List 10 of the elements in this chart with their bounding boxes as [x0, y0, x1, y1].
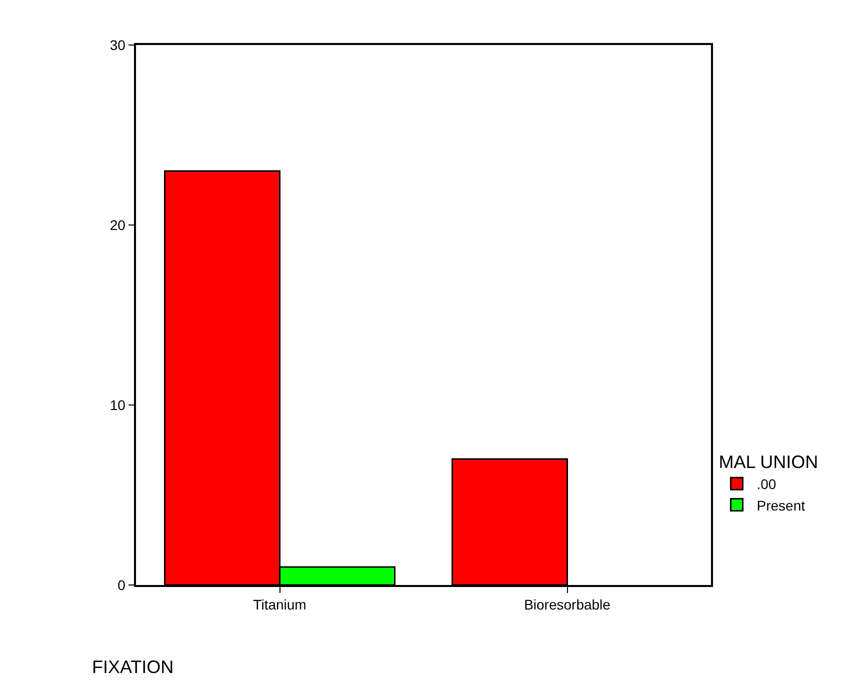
y-tick-label: 30	[110, 36, 126, 53]
legend-title: MAL UNION	[718, 452, 818, 472]
x-tick-label: Bioresorbable	[524, 596, 611, 613]
x-axis-title: FIXATION	[92, 657, 174, 677]
legend-label: .00	[756, 476, 776, 492]
y-tick-label: 0	[118, 576, 126, 593]
x-tick-label: Titanium	[253, 596, 306, 613]
legend-label: Present	[756, 497, 806, 514]
y-tick-label: 20	[110, 216, 126, 233]
y-tick-label: 10	[110, 396, 126, 413]
